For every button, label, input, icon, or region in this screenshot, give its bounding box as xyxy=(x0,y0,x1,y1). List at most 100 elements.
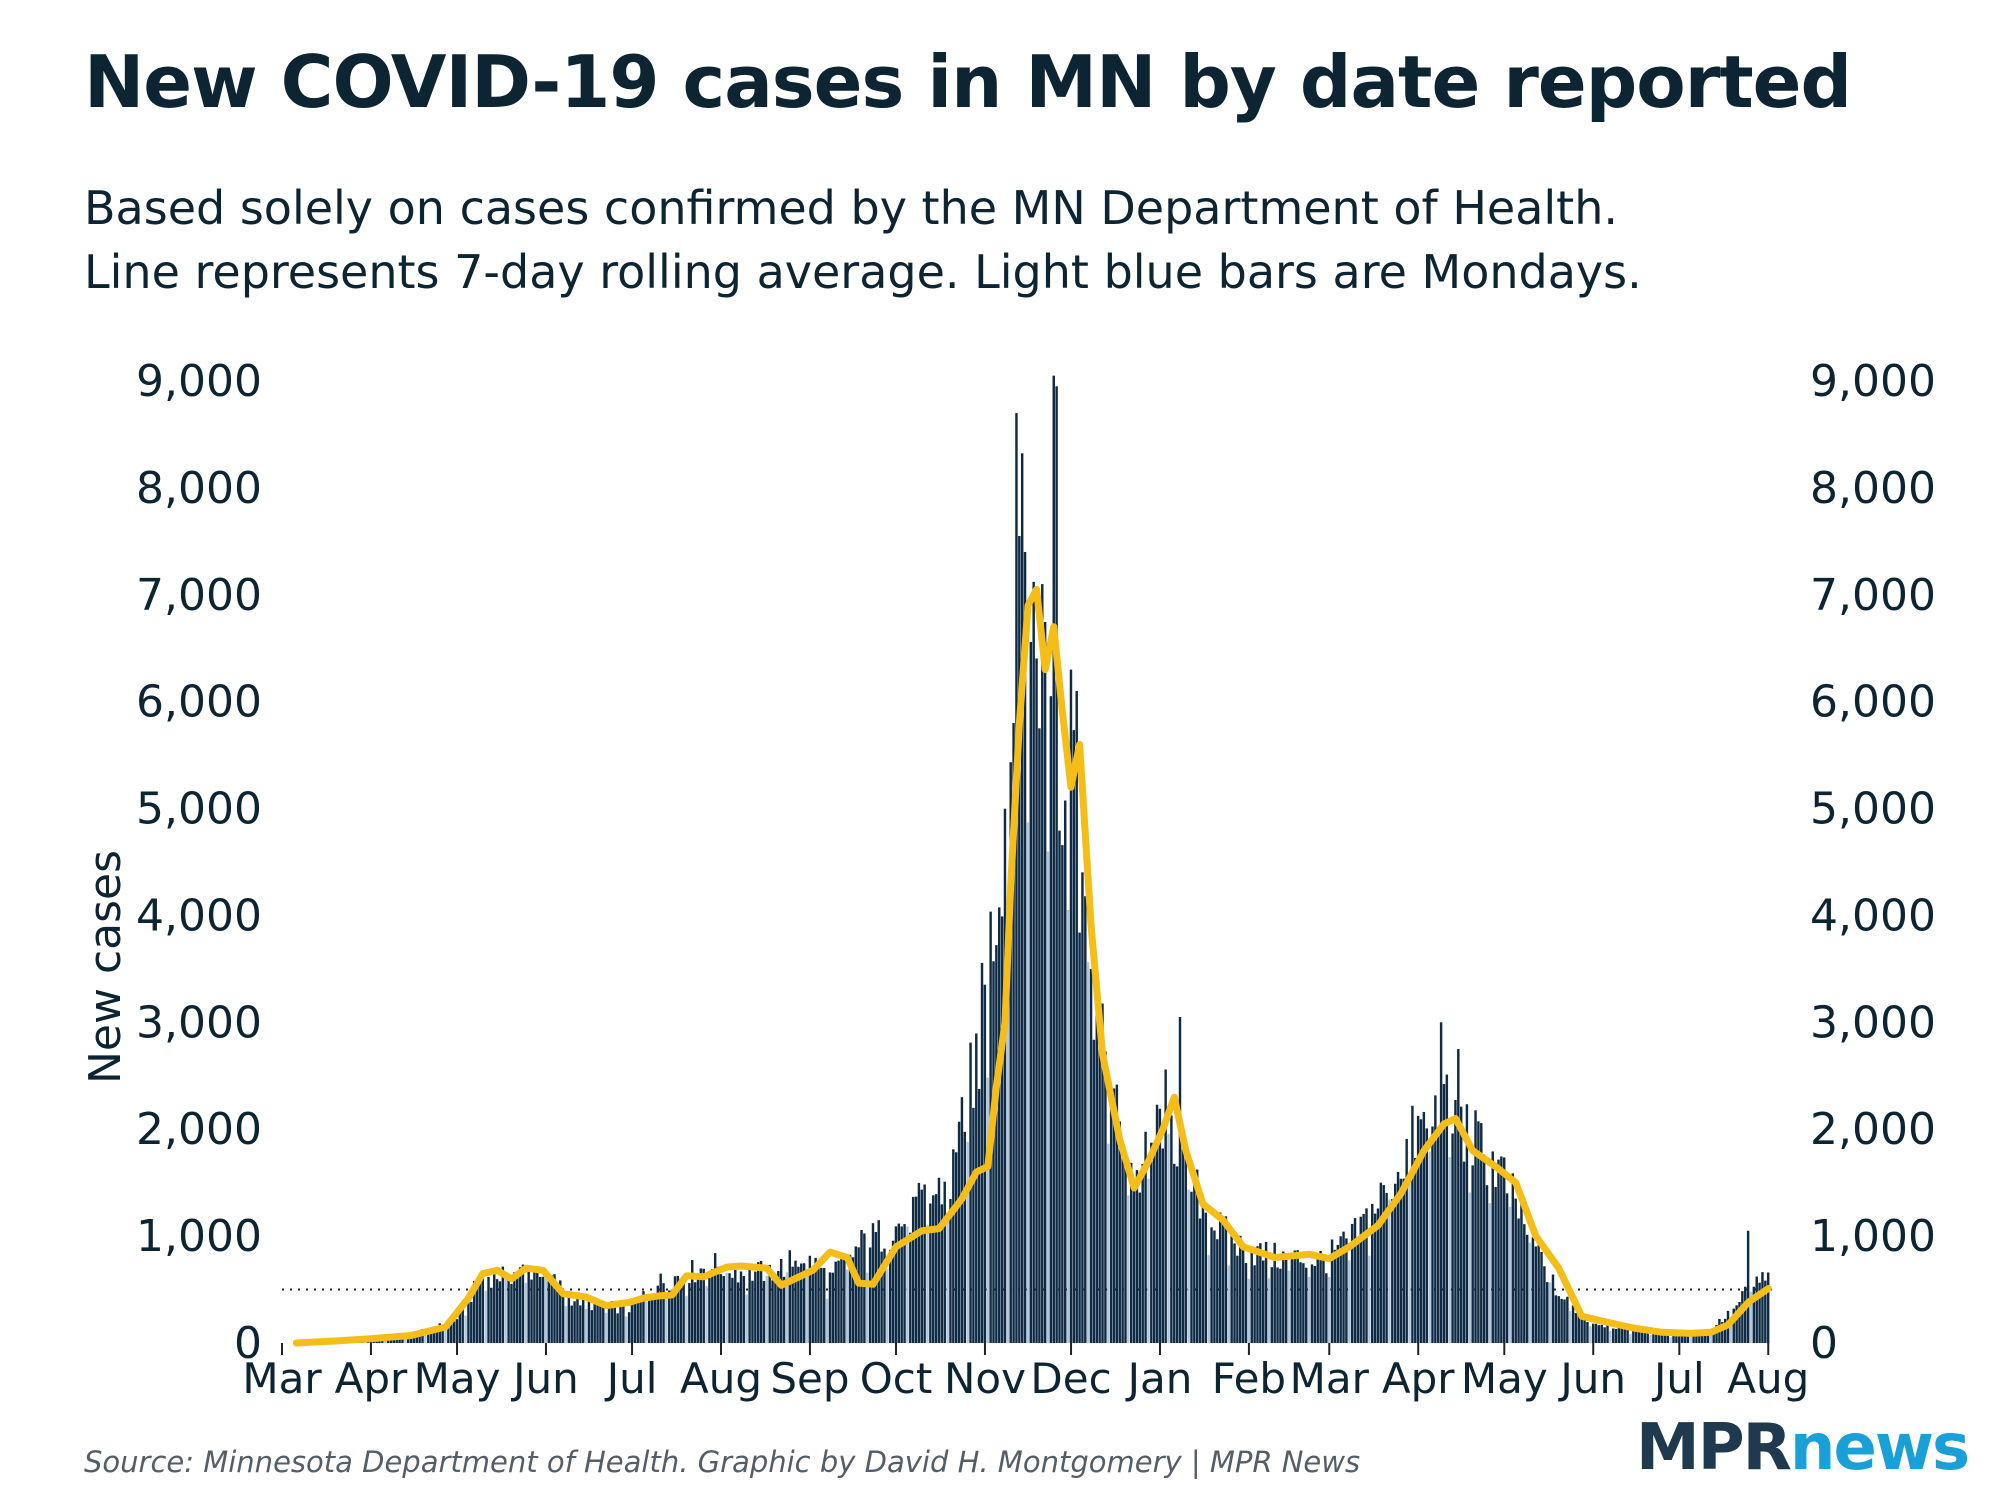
daily-case-bar xyxy=(1706,1330,1710,1343)
daily-case-bar xyxy=(1041,584,1044,1343)
daily-case-bar xyxy=(1135,1170,1139,1343)
y-tick-label-right: 0 xyxy=(1810,1318,1838,1369)
daily-case-bar xyxy=(1064,800,1067,1343)
daily-case-bar xyxy=(954,1152,958,1343)
daily-case-bar xyxy=(470,1301,473,1343)
daily-case-bar xyxy=(1632,1329,1635,1343)
daily-case-bar xyxy=(1548,1282,1552,1343)
daily-case-bar xyxy=(917,1182,921,1343)
y-tick-label-left: 7,000 xyxy=(136,570,262,621)
daily-case-bar xyxy=(475,1285,479,1343)
daily-case-bar xyxy=(1115,1084,1119,1343)
daily-case-bar xyxy=(1646,1333,1649,1343)
covid-cases-chart: 0 0 1,000 1,000 2,000 2,000 3,000 3,000 4,000 4,0… xyxy=(80,356,1936,1403)
daily-case-bar xyxy=(1554,1295,1558,1343)
daily-case-bar xyxy=(1015,413,1018,1343)
daily-case-bar xyxy=(1350,1223,1354,1343)
daily-case-bar xyxy=(665,1296,668,1343)
x-tick-label: Feb xyxy=(1212,1354,1286,1403)
daily-case-bar xyxy=(814,1257,817,1343)
daily-case-bar xyxy=(1138,1192,1142,1343)
y-tick-label-left: 2,000 xyxy=(136,1104,262,1155)
daily-case-bar xyxy=(449,1321,453,1343)
daily-case-bar xyxy=(1055,386,1058,1344)
daily-case-bar xyxy=(604,1312,608,1343)
daily-case-bar xyxy=(1663,1332,1667,1343)
daily-case-bar xyxy=(1764,1280,1767,1343)
y-tick-label-right: 5,000 xyxy=(1810,784,1936,835)
daily-case-bar xyxy=(1666,1333,1669,1343)
daily-case-bar xyxy=(1098,998,1101,1343)
daily-case-bar xyxy=(1563,1299,1566,1343)
daily-case-bar xyxy=(464,1315,467,1343)
x-tick-label: Jul xyxy=(604,1354,658,1403)
daily-case-bar xyxy=(811,1270,814,1343)
daily-case-bar xyxy=(1178,1016,1182,1343)
daily-case-bar xyxy=(1634,1328,1638,1343)
daily-case-bar xyxy=(1721,1322,1724,1343)
daily-case-bar xyxy=(929,1203,932,1343)
daily-case-bar xyxy=(452,1321,456,1343)
daily-case-bar xyxy=(1299,1262,1302,1343)
daily-case-bar xyxy=(1204,1212,1208,1343)
daily-case-bar xyxy=(1190,1191,1193,1343)
x-tick-label: Dec xyxy=(1030,1354,1111,1403)
daily-case-bar xyxy=(1614,1329,1618,1343)
daily-case-bar xyxy=(673,1276,677,1343)
daily-case-bar xyxy=(765,1275,769,1343)
daily-case-bar xyxy=(722,1276,726,1343)
daily-case-bar xyxy=(1683,1334,1687,1343)
y-tick-label-left: 8,000 xyxy=(136,463,262,514)
daily-case-bar xyxy=(1287,1270,1291,1343)
daily-case-bar xyxy=(1130,1162,1133,1343)
daily-case-bar xyxy=(1629,1334,1632,1343)
daily-case-bar xyxy=(1147,1178,1150,1343)
daily-case-bar xyxy=(1637,1331,1641,1343)
daily-case-bar xyxy=(800,1263,803,1343)
daily-case-bar xyxy=(1393,1183,1397,1343)
daily-case-bar xyxy=(1523,1224,1526,1343)
daily-case-bar xyxy=(1678,1336,1681,1343)
daily-case-bar xyxy=(1606,1324,1609,1343)
daily-case-bar xyxy=(1457,1049,1460,1343)
daily-case-bar xyxy=(777,1271,780,1343)
daily-case-bar xyxy=(1738,1302,1741,1343)
source-note: Source: Minnesota Department of Health. … xyxy=(84,1445,1361,1479)
daily-case-bar xyxy=(903,1224,906,1343)
daily-case-bar xyxy=(602,1306,605,1343)
y-tick-label-left: 5,000 xyxy=(136,784,262,835)
x-tick-label: May xyxy=(1461,1354,1548,1403)
daily-case-bar xyxy=(1557,1296,1560,1343)
daily-case-bar xyxy=(794,1260,797,1343)
daily-case-bar xyxy=(693,1282,697,1343)
y-tick-label-left: 0 xyxy=(234,1318,262,1369)
daily-case-bar xyxy=(1437,1127,1440,1343)
daily-case-bar xyxy=(1540,1251,1543,1343)
daily-case-bar xyxy=(404,1337,407,1343)
daily-case-bar xyxy=(1399,1178,1403,1343)
daily-case-bar xyxy=(745,1294,748,1343)
daily-case-bar xyxy=(1307,1276,1311,1343)
daily-case-bar xyxy=(510,1283,513,1343)
daily-case-bar xyxy=(1500,1156,1503,1343)
daily-case-bar xyxy=(1497,1159,1500,1343)
daily-case-bar xyxy=(883,1248,886,1343)
daily-case-bar xyxy=(1339,1236,1342,1343)
daily-case-bar xyxy=(1442,1084,1446,1343)
daily-case-bar xyxy=(524,1282,528,1343)
daily-case-bar xyxy=(897,1223,901,1343)
daily-case-bar xyxy=(461,1302,464,1343)
daily-case-bar xyxy=(645,1301,648,1343)
daily-case-bar xyxy=(1514,1198,1517,1343)
daily-case-bar xyxy=(1018,535,1021,1343)
daily-case-bar xyxy=(1273,1242,1276,1343)
daily-case-bar xyxy=(556,1287,559,1343)
daily-case-bar xyxy=(998,907,1001,1343)
daily-case-bar xyxy=(1187,1189,1190,1343)
daily-case-bar xyxy=(1580,1313,1583,1343)
daily-case-bar xyxy=(1428,1151,1431,1343)
daily-case-bar xyxy=(1405,1138,1408,1343)
daily-case-bar xyxy=(1422,1111,1426,1343)
daily-case-bar xyxy=(1546,1282,1549,1343)
daily-case-bar xyxy=(1069,669,1073,1343)
